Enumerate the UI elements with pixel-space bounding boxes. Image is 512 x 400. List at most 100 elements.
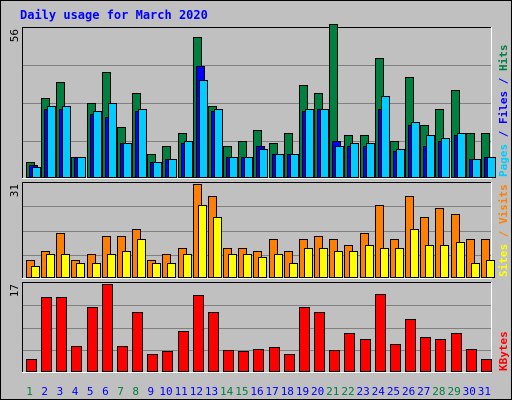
bar-visits-day-14-fill xyxy=(223,248,232,278)
bar-kbytes-day-26 xyxy=(405,319,416,372)
bar-kbytes-day-24-outline xyxy=(375,294,386,372)
day-label-25: 25 xyxy=(387,385,400,398)
bar-pages-day-25-outline xyxy=(396,149,405,178)
bar-pages-day-18-fill xyxy=(290,154,299,178)
bar-pages-day-21-outline xyxy=(335,146,344,178)
bar-sites-day-1 xyxy=(31,266,40,278)
bar-pages-day-16-outline xyxy=(259,149,268,178)
bar-pages-day-2-outline xyxy=(47,106,56,178)
bar-visits-day-27-fill xyxy=(420,217,429,278)
day-label-22: 22 xyxy=(341,385,354,398)
bar-kbytes-day-2-fill xyxy=(41,297,52,372)
bar-sites-day-27-outline xyxy=(425,245,434,278)
side-legend-part: / xyxy=(497,71,510,91)
bar-pages-day-26 xyxy=(411,122,420,178)
bar-pages-day-4-fill xyxy=(77,157,86,178)
bar-sites-day-31-outline xyxy=(486,260,495,278)
bar-sites-day-10-outline xyxy=(167,263,176,278)
bar-sites-day-2-fill xyxy=(46,254,55,278)
bar-sites-day-6-outline xyxy=(107,254,116,278)
bar-pages-day-23-outline xyxy=(366,143,375,178)
bar-sites-day-31 xyxy=(486,260,495,278)
bar-kbytes-day-20 xyxy=(314,312,325,372)
bar-visits-day-24-fill xyxy=(375,205,384,278)
bar-sites-day-5 xyxy=(92,263,101,278)
bar-pages-day-24-outline xyxy=(381,96,390,178)
bar-kbytes-day-20-fill xyxy=(314,312,325,372)
bar-visits-day-21-fill xyxy=(329,239,338,278)
bar-kbytes-day-25-fill xyxy=(390,344,401,372)
day-label-15: 15 xyxy=(235,385,248,398)
day-label-11: 11 xyxy=(175,385,188,398)
bar-pages-day-13 xyxy=(214,109,223,178)
bar-sites-day-13 xyxy=(213,217,222,278)
bar-visits-day-15-fill xyxy=(238,248,247,278)
bar-kbytes-day-26-fill xyxy=(405,319,416,372)
bar-pages-day-3-fill xyxy=(62,106,71,178)
bar-pages-day-6-outline xyxy=(108,103,117,178)
bar-kbytes-day-3-fill xyxy=(56,297,67,372)
bar-pages-day-28-outline xyxy=(441,138,450,178)
bar-visits-day-24 xyxy=(375,205,384,278)
chart-title: Daily usage for March 2020 xyxy=(20,8,208,22)
bar-kbytes-day-31 xyxy=(481,359,492,372)
bar-visits-day-18-fill xyxy=(284,251,293,278)
bar-pages-day-13-outline xyxy=(214,109,223,178)
bar-sites-day-4-outline xyxy=(76,263,85,278)
bar-kbytes-day-7 xyxy=(117,346,128,372)
bar-pages-day-14-outline xyxy=(229,157,238,178)
bar-sites-day-8-fill xyxy=(137,239,146,278)
bar-pages-day-19 xyxy=(305,109,314,178)
bar-pages-day-6 xyxy=(108,103,117,178)
bar-sites-day-25-outline xyxy=(395,248,404,278)
bar-kbytes-day-18-fill xyxy=(284,354,295,372)
bar-kbytes-day-24 xyxy=(375,294,386,372)
bar-visits-day-28 xyxy=(435,208,444,278)
bar-pages-day-7-outline xyxy=(123,143,132,178)
bar-pages-day-16-fill xyxy=(259,149,268,178)
bar-kbytes-day-10-outline xyxy=(162,351,173,372)
bar-kbytes-day-19-fill xyxy=(299,307,310,372)
bar-pages-day-11-fill xyxy=(184,141,193,178)
bar-pages-day-22-fill xyxy=(350,143,359,178)
bar-sites-day-24-outline xyxy=(380,248,389,278)
day-label-24: 24 xyxy=(372,385,386,398)
bar-kbytes-day-21-fill xyxy=(329,350,340,372)
bar-visits-day-31-outline xyxy=(481,239,490,278)
day-label-9: 9 xyxy=(148,385,155,398)
bar-kbytes-day-14 xyxy=(223,350,234,372)
bar-sites-day-28-outline xyxy=(440,245,449,278)
day-label-23: 23 xyxy=(357,385,370,398)
bar-sites-day-31-fill xyxy=(486,260,495,278)
bar-kbytes-day-16-fill xyxy=(253,349,264,372)
bar-hits-day-21-fill xyxy=(329,24,338,178)
bar-visits-day-5-fill xyxy=(87,254,96,278)
bar-kbytes-day-8-outline xyxy=(132,312,143,372)
day-label-28: 28 xyxy=(432,385,445,398)
bar-sites-day-7-outline xyxy=(122,251,131,278)
bar-sites-day-27 xyxy=(425,245,434,278)
side-legend-part: Files xyxy=(497,91,510,124)
bar-sites-day-20 xyxy=(319,248,328,278)
bar-visits-day-22-fill xyxy=(344,245,353,278)
bar-kbytes-day-10 xyxy=(162,351,173,372)
day-label-8: 8 xyxy=(132,385,139,398)
bar-sites-day-18 xyxy=(289,263,298,278)
bar-kbytes-day-28 xyxy=(435,339,446,372)
bar-sites-day-16-outline xyxy=(258,257,267,278)
bar-kbytes-day-27-outline xyxy=(420,337,431,372)
bar-sites-day-28 xyxy=(440,245,449,278)
bar-sites-day-22-outline xyxy=(349,251,358,278)
bar-sites-day-19 xyxy=(304,248,313,278)
bar-pages-day-29-fill xyxy=(457,133,466,178)
bar-sites-day-2 xyxy=(46,254,55,278)
bar-pages-day-2 xyxy=(47,106,56,178)
bar-visits-day-28-outline xyxy=(435,208,444,278)
bar-sites-day-29-fill xyxy=(456,242,465,278)
bar-sites-day-5-outline xyxy=(92,263,101,278)
bar-pages-day-20-outline xyxy=(320,109,329,178)
bar-sites-day-21-outline xyxy=(334,251,343,278)
day-label-20: 20 xyxy=(311,385,324,398)
bar-sites-day-9-outline xyxy=(152,263,161,278)
